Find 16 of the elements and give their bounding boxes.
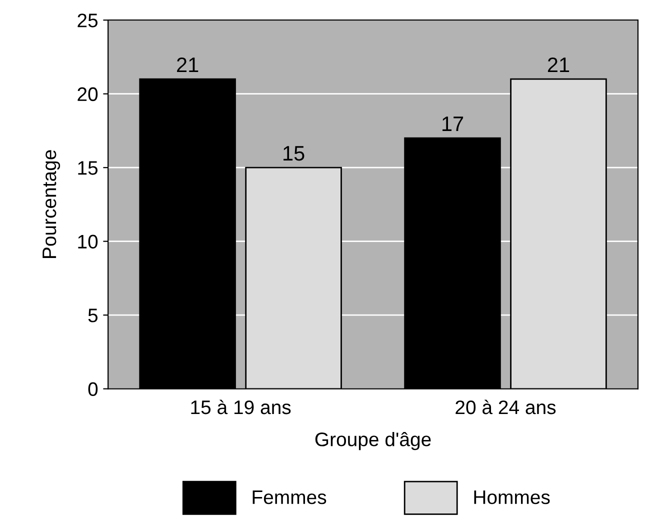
data-label: 17: [442, 116, 464, 131]
y-axis-title: Pourcentage: [42, 150, 60, 258]
x-tick-label: 20 à 24 ans: [456, 400, 556, 414]
y-tick-label: 20: [78, 87, 98, 102]
y-tick-label: 5: [88, 308, 98, 322]
y-tick-label: 0: [88, 382, 98, 396]
legend-label: Femmes: [252, 490, 326, 504]
legend-label: Hommes: [474, 490, 550, 504]
y-tick-label: 15: [78, 161, 98, 175]
x-tick-label: 15 à 19 ans: [191, 400, 291, 414]
y-tick-label: 25: [78, 14, 98, 28]
data-label: 21: [177, 57, 198, 72]
data-label: 21: [548, 57, 570, 72]
x-axis-title: Groupe d'âge: [315, 432, 431, 450]
y-tick-label: 10: [78, 234, 98, 249]
data-label: 15: [284, 146, 304, 161]
